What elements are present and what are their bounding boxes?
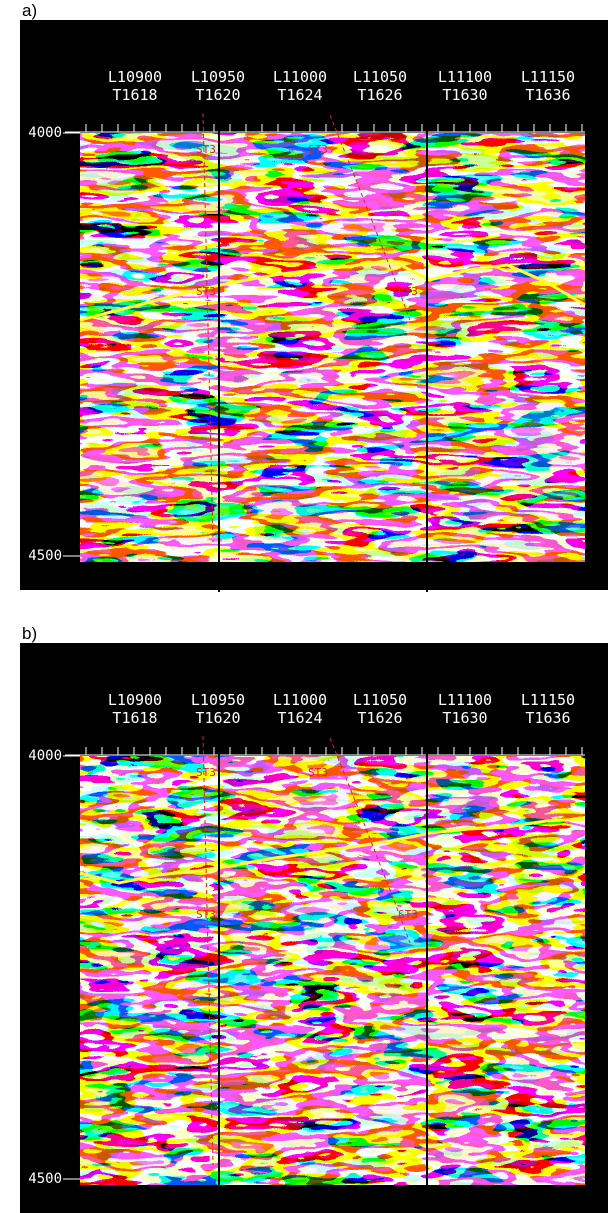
well-label: ST3 — [196, 285, 216, 298]
column-trace: T1630 — [442, 709, 487, 727]
column-line: L10950 — [191, 68, 245, 86]
column-trace: T1624 — [277, 86, 322, 104]
depth-label: 4500 — [28, 1171, 62, 1187]
column-trace: T1618 — [112, 709, 157, 727]
depth-label: 4000 — [28, 125, 62, 141]
column-trace: T1620 — [195, 86, 240, 104]
column-line: L11050 — [353, 691, 407, 709]
seismic-image — [80, 133, 585, 562]
column-trace: T1624 — [277, 709, 322, 727]
panel: L10900T1618L10950T1620L11000T1624L11050T… — [20, 20, 608, 592]
well-label: ST3 — [308, 766, 328, 779]
column-trace: T1620 — [195, 709, 240, 727]
column-trace: T1618 — [112, 86, 157, 104]
well-label: ST3 — [398, 908, 418, 921]
column-line: L11100 — [438, 68, 492, 86]
column-line: L10950 — [191, 691, 245, 709]
panel: L10900T1618L10950T1620L11000T1624L11050T… — [20, 643, 608, 1213]
well-label: ST3 — [196, 908, 216, 921]
figure: a)L10900T1618L10950T1620L11000T1624L1105… — [0, 0, 608, 1213]
column-line: L11100 — [438, 691, 492, 709]
seismic-image — [80, 756, 585, 1185]
panel-label: b) — [22, 624, 37, 643]
column-trace: T1626 — [357, 86, 402, 104]
column-trace: T1630 — [442, 86, 487, 104]
column-trace: T1636 — [525, 709, 570, 727]
well-label: ST3 — [398, 285, 418, 298]
column-line: L11150 — [521, 691, 575, 709]
panel-label: a) — [22, 1, 37, 20]
column-line: L11150 — [521, 68, 575, 86]
column-trace: T1626 — [357, 709, 402, 727]
well-label: ST3 — [196, 766, 216, 779]
column-line: L11000 — [273, 68, 327, 86]
depth-label: 4000 — [28, 748, 62, 764]
well-label: ST3 — [196, 143, 216, 156]
column-line: L11000 — [273, 691, 327, 709]
well-label: ST3 — [308, 143, 328, 156]
column-trace: T1636 — [525, 86, 570, 104]
depth-label: 4500 — [28, 548, 62, 564]
column-line: L11050 — [353, 68, 407, 86]
column-line: L10900 — [108, 691, 162, 709]
column-line: L10900 — [108, 68, 162, 86]
